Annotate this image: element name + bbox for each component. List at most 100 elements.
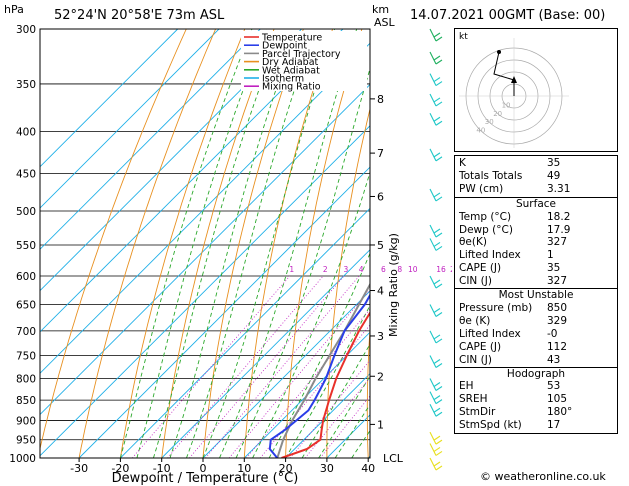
wet-adiabat-line — [169, 29, 298, 458]
wind-barb-flag — [433, 359, 441, 364]
hodograph-ring-label: 20 — [493, 110, 502, 118]
asl-label: ASL — [374, 16, 395, 29]
surface-value: 17.9 — [547, 223, 571, 236]
mixing-ratio-label: 20 — [450, 265, 452, 274]
wind-barb-flag — [435, 450, 443, 456]
pressure-tick-label: 900 — [16, 415, 36, 427]
most_unstable-key: Lifted Index — [459, 327, 521, 340]
dry-adiabat-line — [119, 29, 246, 458]
most-unstable-title: Most Unstable — [455, 288, 617, 302]
mixing-ratio-label: 10 — [408, 265, 418, 274]
pressure-tick-label: 1000 — [9, 453, 36, 465]
surface-row: θe(K) 327 — [455, 236, 617, 249]
hodograph_table-value: 17 — [547, 419, 561, 432]
wind-barb-flag — [433, 228, 441, 234]
wind-barb — [429, 112, 443, 126]
wind-barb — [429, 224, 443, 238]
most_unstable-row: CAPE (J) 112 — [455, 341, 617, 354]
indices-row: PW (cm) 3.31 — [455, 183, 617, 196]
isotherm-line — [202, 290, 370, 458]
hodograph-title: Hodograph — [455, 366, 617, 381]
dry-adiabat-line — [407, 29, 450, 458]
wind-barb-staff — [429, 391, 437, 404]
wind-barb-flag — [435, 59, 443, 65]
most_unstable-row: Pressure (mb) 850 — [455, 302, 617, 315]
wind-barb-staff — [429, 112, 437, 126]
wind-barb-staff — [429, 443, 437, 456]
wind-barb-flag — [433, 116, 441, 122]
mixing-ratio-line — [289, 359, 370, 458]
surface-value: 35 — [547, 262, 561, 275]
mixing-ratio-axis-label: Mixing Ratio (g/kg) — [387, 233, 400, 337]
lcl-label: LCL — [383, 452, 404, 465]
mixing-ratio-line — [131, 275, 291, 458]
pressure-tick-label: 550 — [16, 240, 36, 252]
km-tick-label: 7 — [377, 147, 384, 160]
indices-value: 49 — [547, 169, 561, 182]
isotherm-line — [40, 83, 370, 416]
wind-barb — [429, 443, 443, 456]
surface-row: Lifted Index 1 — [455, 249, 617, 262]
surface-row: Dewp (°C) 17.9 — [455, 224, 617, 237]
wind-barb-staff — [429, 431, 437, 445]
mixing-ratio-label: 2 — [323, 265, 328, 274]
most_unstable-row: Lifted Index -0 — [455, 328, 617, 341]
mixing-ratio-line — [167, 275, 324, 458]
wet-adiabat-line — [351, 429, 370, 458]
temp-tick-label: 20 — [279, 462, 293, 475]
legend-label: Dewpoint — [262, 41, 307, 52]
mixing-ratio-line — [205, 275, 360, 458]
legend-label: Wet Adiabat — [262, 65, 320, 76]
most_unstable-key: CIN (J) — [459, 353, 492, 366]
isotherm-line — [40, 29, 261, 250]
isotherm-line — [161, 249, 370, 458]
surface-value: 18.2 — [547, 210, 571, 223]
hodograph_table-key: EH — [459, 380, 474, 393]
mixing-ratio-line — [189, 275, 345, 458]
wind-barb — [429, 404, 443, 417]
pressure-tick-label: 300 — [16, 24, 36, 36]
wind-barb-flag — [435, 465, 443, 471]
temp-tick-label: -30 — [70, 462, 88, 475]
copyright: © weatheronline.co.uk — [480, 470, 606, 483]
surface-row: CIN (J) 327 — [455, 275, 617, 288]
isotherm-line — [40, 29, 220, 209]
wind-barb-staff — [429, 28, 437, 42]
surface-row: Temp (°C) 18.2 — [455, 211, 617, 224]
temperature-line — [281, 310, 370, 458]
mixing-ratio-label: 1 — [289, 265, 294, 274]
hodograph-trace — [493, 51, 515, 96]
hodograph-kt-label: kt — [459, 32, 468, 42]
wind-barb — [429, 148, 443, 162]
wet-adiabat-line — [219, 29, 358, 458]
km-tick-label: 6 — [377, 190, 384, 203]
pressure-tick-label: 450 — [16, 168, 36, 180]
pressure-tick-label: 800 — [16, 373, 36, 385]
isotherm-line — [40, 29, 179, 168]
most_unstable-key: CAPE (J) — [459, 340, 502, 353]
wind-barb-flag — [435, 196, 443, 202]
wet-adiabat-line — [268, 252, 370, 458]
wet-adiabat-line — [235, 67, 370, 458]
hodograph_table-key: SREH — [459, 393, 488, 406]
datetime-title: 14.07.2021 00GMT (Base: 00) — [410, 8, 606, 23]
wet-adiabat-line — [318, 375, 370, 458]
wind-barb — [429, 431, 443, 445]
wet-adiabat-line — [152, 29, 282, 458]
dry-adiabat-line — [202, 29, 304, 458]
km-tick-label: 3 — [377, 330, 384, 343]
pressure-tick-label: 600 — [16, 271, 36, 283]
wind-barb — [429, 238, 443, 251]
indices-value: 3.31 — [547, 182, 571, 195]
wind-barb — [429, 378, 443, 391]
x-axis-label: Dewpoint / Temperature (°C) — [112, 471, 299, 486]
wind-barb-flag — [433, 407, 441, 413]
wind-barb-flag — [433, 435, 441, 441]
surface-key: CIN (J) — [459, 275, 492, 288]
indices-panel: K 35 Totals Totals 49 PW (cm) 3.31 Surface Te… — [454, 155, 618, 435]
isotherm-line — [243, 331, 370, 458]
hodograph-ring-label: 40 — [476, 127, 485, 135]
wet-adiabat-line — [186, 29, 316, 458]
mixing-ratio-label: 16 — [436, 265, 446, 274]
